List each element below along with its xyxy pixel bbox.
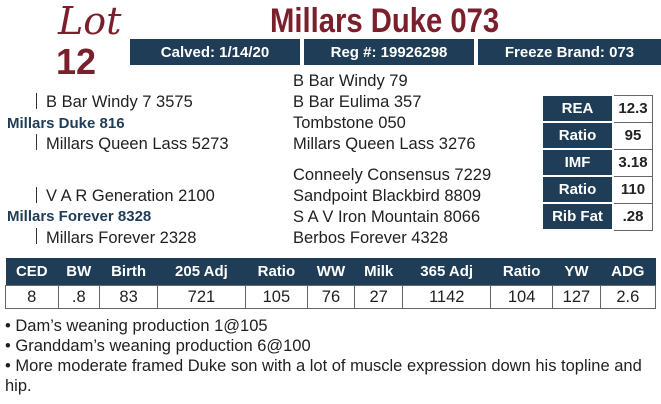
pedigree-sire-sire: B Bar Windy 7 3575 bbox=[46, 93, 193, 111]
carcass-label: Rib Fat bbox=[541, 202, 614, 231]
lot-label: Lot bbox=[58, 0, 122, 43]
pedigree-sire: Millars Duke 816 bbox=[7, 115, 125, 132]
note-item: • Dam’s weaning production 1@105 bbox=[5, 317, 268, 335]
carcass-label: IMF bbox=[541, 148, 614, 177]
column-header: BW bbox=[58, 258, 100, 286]
note-item: • Granddam’s weaning production 6@100 bbox=[5, 337, 311, 355]
pedigree-sire-dam-sire: Tombstone 050 bbox=[293, 114, 406, 132]
carcass-value: 12.3 bbox=[612, 94, 653, 123]
pedigree-dam: Millars Forever 8328 bbox=[7, 208, 152, 225]
table-cell: 8 bbox=[5, 285, 59, 309]
table-row: 8 .8 83 721 105 76 27 1142 104 127 2.6 bbox=[5, 285, 657, 309]
table-cell: 721 bbox=[157, 285, 246, 309]
column-header: CED bbox=[5, 258, 59, 286]
carcass-data-table: REA 12.3 Ratio 95 IMF 3.18 Ratio 110 Rib… bbox=[541, 94, 653, 231]
freeze-brand-badge: Freeze Brand: 073 bbox=[478, 39, 661, 65]
pedigree-bracket bbox=[36, 134, 37, 150]
note-item: • More moderate framed Duke son with a l… bbox=[5, 357, 642, 395]
performance-stats-table: CED BW Birth 205 Adj Ratio WW Milk 365 A… bbox=[5, 258, 657, 309]
pedigree-sire-sire-sire: B Bar Windy 79 bbox=[293, 72, 408, 90]
pedigree-bracket bbox=[36, 187, 37, 203]
table-cell: 76 bbox=[306, 285, 355, 309]
column-header: Birth bbox=[99, 258, 158, 286]
table-row: IMF 3.18 bbox=[541, 148, 653, 177]
pedigree-bracket bbox=[36, 228, 37, 244]
carcass-value: 110 bbox=[612, 175, 653, 204]
column-header: Ratio bbox=[245, 258, 308, 286]
carcass-label: Ratio bbox=[541, 175, 614, 204]
column-header: Ratio bbox=[490, 258, 553, 286]
table-cell: 127 bbox=[552, 285, 601, 309]
animal-name-title: Millars Duke 073 bbox=[270, 2, 500, 40]
calved-date-badge: Calved: 1/14/20 bbox=[130, 39, 300, 65]
table-cell: 1142 bbox=[402, 285, 492, 309]
column-header: WW bbox=[307, 258, 355, 286]
carcass-value: 95 bbox=[612, 121, 653, 150]
info-bar: Calved: 1/14/20 Reg #: 19926298 Freeze B… bbox=[130, 39, 661, 65]
column-header: 205 Adj bbox=[157, 258, 246, 286]
pedigree-dam-sire-dam: Sandpoint Blackbird 8809 bbox=[293, 187, 482, 205]
lot-number: 12 bbox=[56, 41, 97, 82]
pedigree-bracket bbox=[36, 93, 37, 109]
column-header: ADG bbox=[600, 258, 656, 286]
table-cell: 83 bbox=[99, 285, 159, 309]
carcass-label: Ratio bbox=[541, 121, 614, 150]
table-cell: 2.6 bbox=[599, 285, 657, 309]
column-header: YW bbox=[552, 258, 601, 286]
table-row: Ratio 95 bbox=[541, 121, 653, 150]
table-header-row: CED BW Birth 205 Adj Ratio WW Milk 365 A… bbox=[5, 258, 656, 286]
notes-list: • Dam’s weaning production 1@105 • Grand… bbox=[5, 316, 655, 396]
carcass-value: 3.18 bbox=[612, 148, 653, 177]
carcass-value: .28 bbox=[612, 202, 653, 231]
pedigree-sire-sire-dam: B Bar Eulima 357 bbox=[293, 93, 422, 111]
pedigree-dam-dam: Millars Forever 2328 bbox=[46, 229, 197, 247]
table-row: REA 12.3 bbox=[541, 94, 653, 123]
table-cell: .8 bbox=[57, 285, 101, 309]
table-cell: 105 bbox=[244, 285, 308, 309]
table-cell: 27 bbox=[353, 285, 404, 309]
column-header: Milk bbox=[354, 258, 403, 286]
pedigree-dam-dam-dam: Berbos Forever 4328 bbox=[293, 229, 449, 247]
table-row: Rib Fat .28 bbox=[541, 202, 653, 231]
pedigree-dam-sire: V A R Generation 2100 bbox=[46, 187, 215, 205]
pedigree-sire-dam-dam: Millars Queen Lass 3276 bbox=[293, 135, 476, 153]
pedigree-dam-sire-sire: Conneely Consensus 7229 bbox=[293, 166, 492, 184]
carcass-label: REA bbox=[541, 94, 614, 123]
pedigree-sire-dam: Millars Queen Lass 5273 bbox=[46, 135, 229, 153]
column-header: 365 Adj bbox=[402, 258, 491, 286]
pedigree-dam-dam-sire: S A V Iron Mountain 8066 bbox=[293, 208, 481, 226]
registration-number-badge: Reg #: 19926298 bbox=[304, 39, 474, 65]
table-row: Ratio 110 bbox=[541, 175, 653, 204]
table-cell: 104 bbox=[490, 285, 554, 309]
